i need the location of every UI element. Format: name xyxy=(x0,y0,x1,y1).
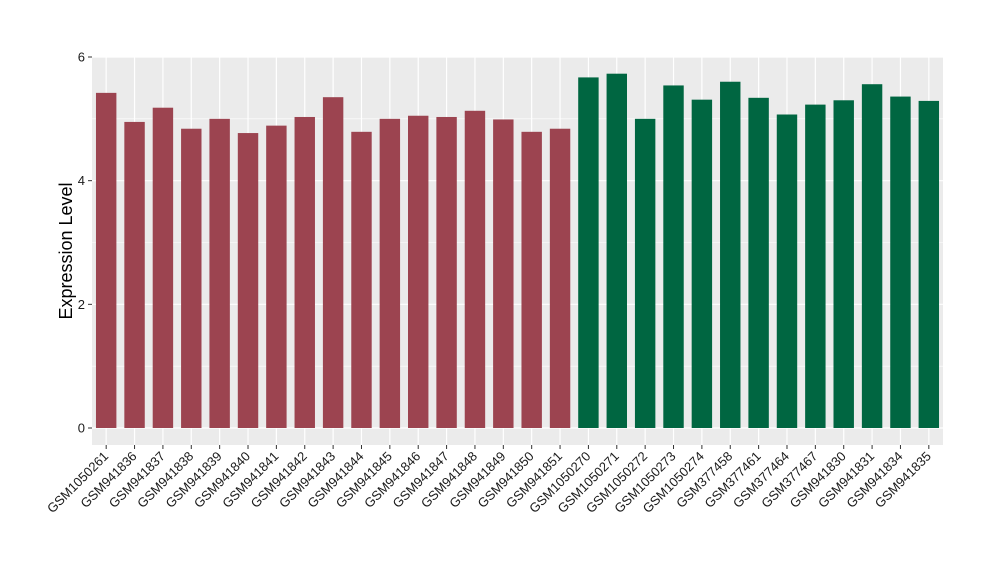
bar-gsm941838 xyxy=(181,128,202,428)
y-tick-label: 0 xyxy=(78,421,85,436)
bar-gsm941843 xyxy=(322,97,344,429)
bar-gsm941850 xyxy=(521,131,542,428)
bar-gsm1050261 xyxy=(95,92,117,428)
y-axis: 0 2 4 6 xyxy=(78,50,92,436)
bar-gsm377458 xyxy=(720,81,741,428)
y-tick-label: 4 xyxy=(78,173,85,188)
bar-gsm1050272 xyxy=(634,118,656,428)
y-tick-label: 2 xyxy=(78,297,85,312)
bar-gsm377464 xyxy=(776,114,798,428)
plot-background xyxy=(92,57,943,445)
bar-gsm1050271 xyxy=(606,73,627,428)
y-axis-label: Expression Level xyxy=(56,182,76,319)
y-tick-label: 6 xyxy=(78,50,85,65)
bar-gsm941849 xyxy=(493,119,514,429)
bar-gsm941851 xyxy=(549,128,571,428)
bar-gsm377461 xyxy=(748,97,769,428)
bar-gsm941840 xyxy=(237,133,259,428)
bar-gsm1050273 xyxy=(663,85,684,429)
bar-gsm377467 xyxy=(805,104,826,428)
bar-gsm941841 xyxy=(266,125,287,428)
bars xyxy=(95,73,940,429)
bar-gsm941848 xyxy=(464,110,486,429)
bar-gsm1050270 xyxy=(578,77,599,428)
bar-gsm941831 xyxy=(861,84,883,428)
bar-gsm941846 xyxy=(408,115,429,428)
bar-gsm941842 xyxy=(294,116,315,428)
bar-gsm941839 xyxy=(209,118,230,428)
bar-gsm941837 xyxy=(152,107,174,428)
bar-gsm941847 xyxy=(436,116,457,428)
bar-gsm941830 xyxy=(833,100,854,429)
bar-gsm941835 xyxy=(918,100,940,428)
bar-gsm1050274 xyxy=(691,99,713,428)
bar-gsm941834 xyxy=(890,96,911,428)
bar-gsm941836 xyxy=(124,121,145,429)
bar-gsm941844 xyxy=(351,131,372,428)
bar-gsm941845 xyxy=(379,118,401,428)
x-axis: GSM1050261GSM941836GSM941837GSM941838GSM… xyxy=(44,445,934,516)
